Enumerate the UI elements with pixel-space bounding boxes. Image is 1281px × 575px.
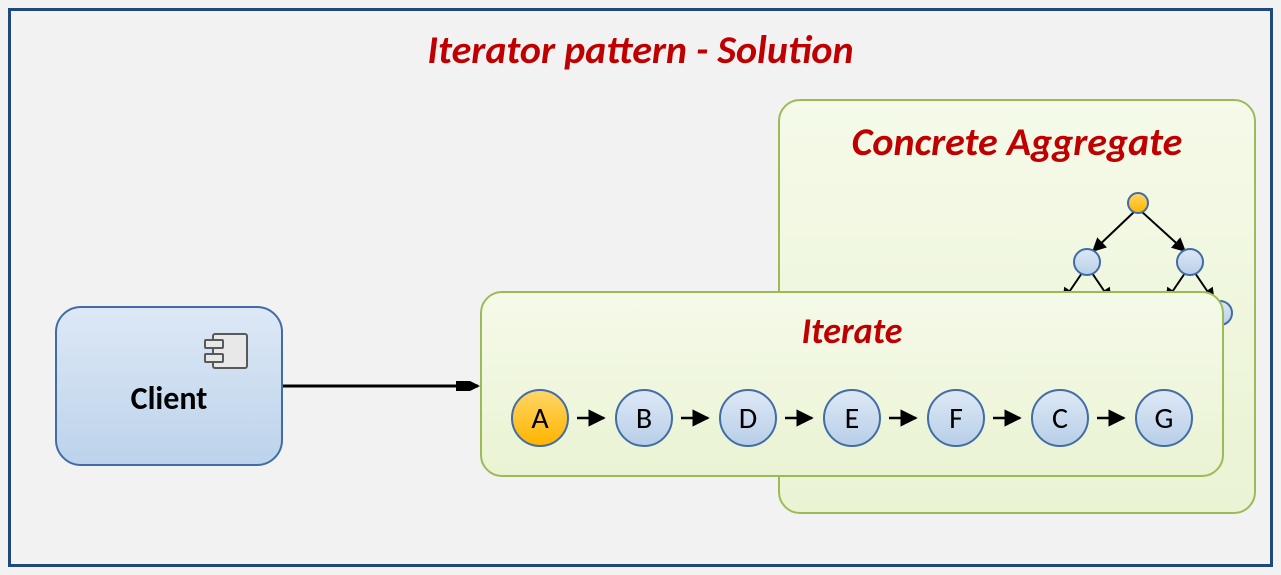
sequence-arrow	[681, 408, 711, 428]
iterate-title: Iterate	[482, 309, 1222, 353]
aggregate-title: Concrete Aggregate	[780, 117, 1254, 166]
sequence-arrow	[577, 408, 607, 428]
sequence-arrow	[889, 408, 919, 428]
node-sequence: ABDEFCG	[502, 389, 1202, 447]
sequence-node: F	[927, 389, 985, 447]
sequence-node: A	[511, 389, 569, 447]
tree-root-node	[1128, 193, 1148, 213]
sequence-node: B	[615, 389, 673, 447]
sequence-arrow	[785, 408, 815, 428]
sequence-node: D	[719, 389, 777, 447]
client-box: Client	[55, 306, 283, 466]
sequence-node: C	[1031, 389, 1089, 447]
client-label: Client	[131, 379, 208, 418]
client-to-iterate-arrow	[283, 381, 483, 391]
sequence-arrow	[993, 408, 1023, 428]
sequence-node: E	[823, 389, 881, 447]
sequence-node: G	[1135, 389, 1193, 447]
sequence-arrow	[1097, 408, 1127, 428]
diagram-frame: Iterator pattern - Solution Concrete Agg…	[8, 8, 1273, 567]
iterate-box: Iterate ABDEFCG	[480, 291, 1224, 477]
component-icon	[203, 330, 251, 372]
tree-node	[1074, 249, 1100, 275]
page-title: Iterator pattern - Solution	[11, 25, 1270, 74]
tree-node	[1177, 249, 1203, 275]
